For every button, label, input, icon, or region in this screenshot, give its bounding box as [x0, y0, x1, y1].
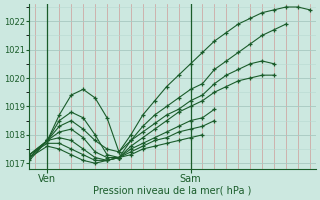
X-axis label: Pression niveau de la mer( hPa ): Pression niveau de la mer( hPa ) — [93, 186, 252, 196]
